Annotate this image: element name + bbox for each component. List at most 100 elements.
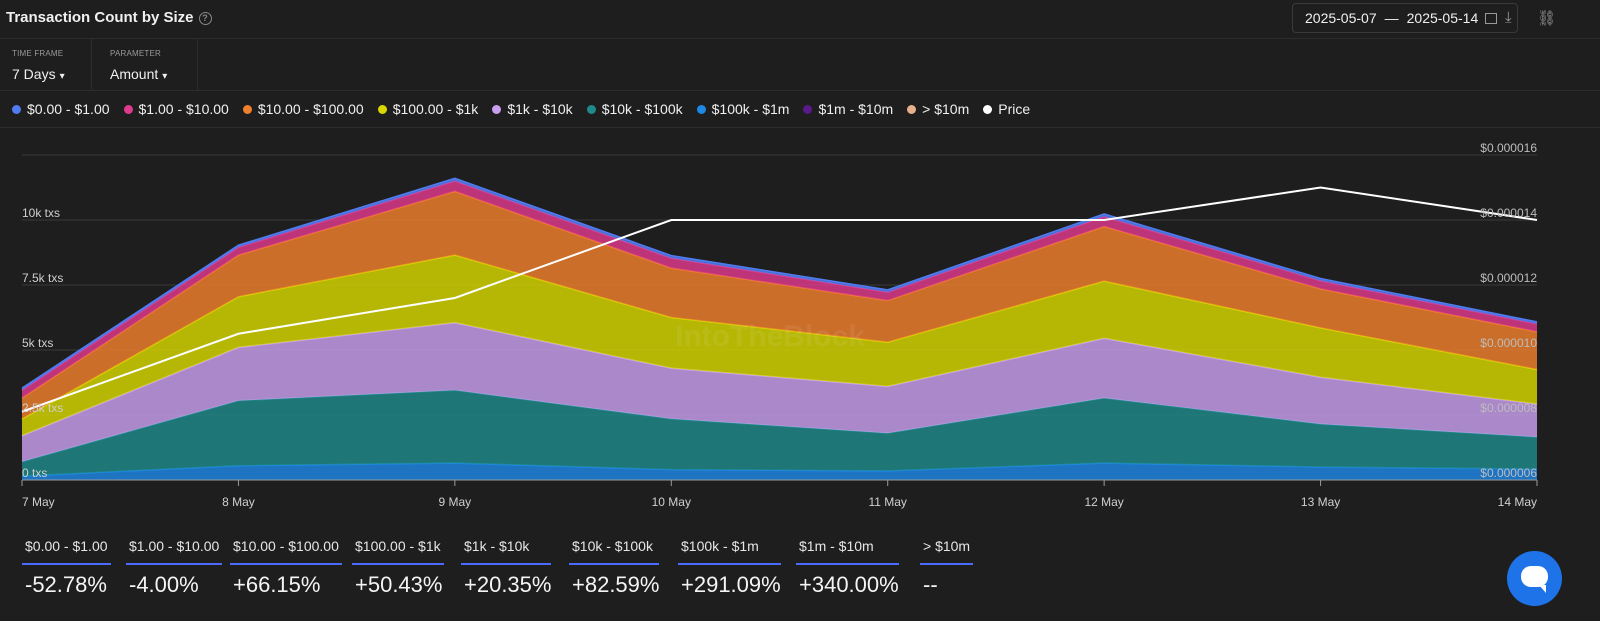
date-start: 2025-05-07: [1305, 10, 1377, 26]
stat-value: +50.43%: [355, 572, 443, 597]
time-frame-dropdown[interactable]: TIME FRAME 7 Days ▾: [0, 39, 92, 90]
stat-label: $10.00 - $100.00: [230, 538, 342, 565]
date-range-picker[interactable]: 2025-05-07 — 2025-05-14: [1292, 3, 1518, 33]
y2-axis-label: $0.000014: [1480, 206, 1537, 220]
legend-swatch: [696, 104, 706, 114]
stat-item: $100k - $1m +291.09%: [678, 538, 781, 598]
area-series-0: [22, 463, 1537, 480]
legend-label: $1.00 - $10.00: [138, 101, 229, 117]
stat-value: +66.15%: [233, 572, 321, 597]
stat-label: $1.00 - $10.00: [126, 538, 223, 565]
area-series-5: [22, 181, 1537, 399]
legend-swatch: [242, 104, 252, 114]
legend-swatch: [492, 104, 502, 114]
area-edge-6: [21, 177, 1538, 389]
stat-item: $1k - $10k +20.35%: [461, 538, 552, 598]
stat-value: +340.00%: [799, 572, 899, 597]
y2-axis-label: $0.000016: [1480, 141, 1537, 155]
date-separator: —: [1384, 10, 1399, 26]
x-axis-label: 10 May: [652, 495, 691, 509]
legend-item[interactable]: $100k - $1m: [696, 101, 789, 117]
legend-swatch: [377, 104, 387, 114]
chat-button[interactable]: [1507, 551, 1562, 606]
date-end: 2025-05-14: [1406, 10, 1479, 26]
y2-axis-label: $0.000010: [1480, 336, 1537, 350]
stat-label: > $10m: [920, 538, 974, 565]
area-series-2: [22, 322, 1537, 462]
stat-value: +82.59%: [572, 572, 660, 597]
legend-swatch: [586, 104, 596, 114]
y-axis-label: 2.5k txs: [22, 401, 63, 415]
y-axis-label: 5k txs: [22, 336, 53, 350]
x-axis-label: 11 May: [868, 495, 906, 509]
stat-item: $10k - $100k +82.59%: [569, 538, 660, 598]
legend-item[interactable]: $0.00 - $1.00: [12, 101, 110, 117]
stat-value: +291.09%: [681, 572, 781, 597]
stat-item: > $10m --: [920, 538, 974, 598]
legend-swatch: [983, 104, 993, 114]
area-series-6: [22, 178, 1537, 391]
legend-item[interactable]: $1m - $10m: [803, 101, 893, 117]
watermark-logo: IntoTheBlock: [675, 320, 865, 353]
legend-label: $10k - $100k: [601, 101, 683, 117]
x-axis-label: 14 May: [1498, 495, 1537, 509]
legend-item[interactable]: > $10m: [907, 101, 969, 117]
area-series-4: [22, 191, 1537, 419]
time-frame-label: TIME FRAME: [12, 49, 64, 58]
legend-label: $1m - $10m: [818, 101, 894, 117]
stat-value: +20.35%: [464, 572, 552, 597]
legend-swatch: [12, 104, 21, 114]
link-icon[interactable]: ⛓: [1537, 10, 1557, 27]
legend-label: $0.00 - $1.00: [27, 101, 110, 117]
legend-item[interactable]: $100.00 - $1k: [377, 101, 479, 117]
legend-item[interactable]: $10.00 - $100.00: [242, 101, 364, 117]
chevron-down-icon: ▾: [59, 71, 65, 82]
stat-item: $1m - $10m +340.00%: [796, 538, 899, 598]
y-axis-label: 7.5k txs: [22, 271, 63, 285]
chart-title: Transaction Count by Size: [6, 9, 194, 26]
help-icon[interactable]: ?: [198, 12, 212, 25]
chat-icon: [1521, 566, 1548, 593]
legend-item[interactable]: Price: [983, 101, 1030, 117]
stat-item: $100.00 - $1k +50.43%: [352, 538, 444, 598]
controls-bar: TIME FRAME 7 Days ▾ PARAMETER Amount ▾: [0, 39, 1600, 91]
stat-item: $1.00 - $10.00 -4.00%: [126, 538, 223, 598]
y2-axis-label: $0.000012: [1480, 271, 1537, 285]
legend-label: $1k - $10k: [507, 101, 573, 117]
x-axis-label: 7 May: [22, 495, 55, 509]
y2-axis-label: $0.000008: [1480, 401, 1537, 415]
legend-label: $100.00 - $1k: [392, 101, 479, 117]
area-edge-3: [21, 254, 1538, 420]
time-frame-value: 7 Days: [12, 66, 56, 82]
x-axis-label: 13 May: [1301, 495, 1340, 509]
y-axis-label: 0 txs: [22, 466, 47, 480]
y-axis-label: 10k txs: [22, 206, 60, 220]
stat-item: $10.00 - $100.00 +66.15%: [230, 538, 342, 598]
calendar-icon: [1485, 13, 1498, 24]
stat-value: --: [923, 572, 938, 597]
legend-item[interactable]: $1.00 - $10.00: [123, 101, 229, 117]
download-icon[interactable]: ⤓: [1505, 9, 1512, 26]
legend-item[interactable]: $1k - $10k: [492, 101, 573, 117]
legend-label: > $10m: [922, 101, 970, 117]
price-line: [21, 186, 1538, 413]
area-edge-2: [21, 321, 1538, 437]
parameter-dropdown[interactable]: PARAMETER Amount ▾: [98, 39, 198, 90]
parameter-label: PARAMETER: [110, 49, 161, 58]
chart-area: IntoTheBlock 0 txs 2.5k txs 5k txs 7.5k txs 1…: [21, 141, 1538, 509]
stat-label: $0.00 - $1.00: [22, 538, 111, 565]
x-axis-label: 12 May: [1084, 495, 1123, 509]
parameter-value: Amount: [110, 66, 159, 82]
legend-label: $10.00 - $100.00: [257, 101, 364, 117]
legend-item[interactable]: $10k - $100k: [586, 101, 683, 117]
y2-axis-label: $0.000006: [1480, 466, 1537, 480]
stat-label: $1k - $10k: [461, 538, 552, 565]
stat-value: -4.00%: [129, 572, 199, 597]
stat-label: $100k - $1m: [678, 538, 781, 565]
legend-swatch: [123, 104, 133, 114]
stat-label: $1m - $10m: [796, 538, 899, 565]
area-series-1: [22, 390, 1537, 477]
chevron-down-icon: ▾: [162, 71, 168, 82]
header-bar: Transaction Count by Size? 2025-05-07—20…: [0, 0, 1600, 39]
chart-legend: $0.00 - $1.00 $1.00 - $10.00 $10.00 - $100…: [12, 98, 1044, 120]
